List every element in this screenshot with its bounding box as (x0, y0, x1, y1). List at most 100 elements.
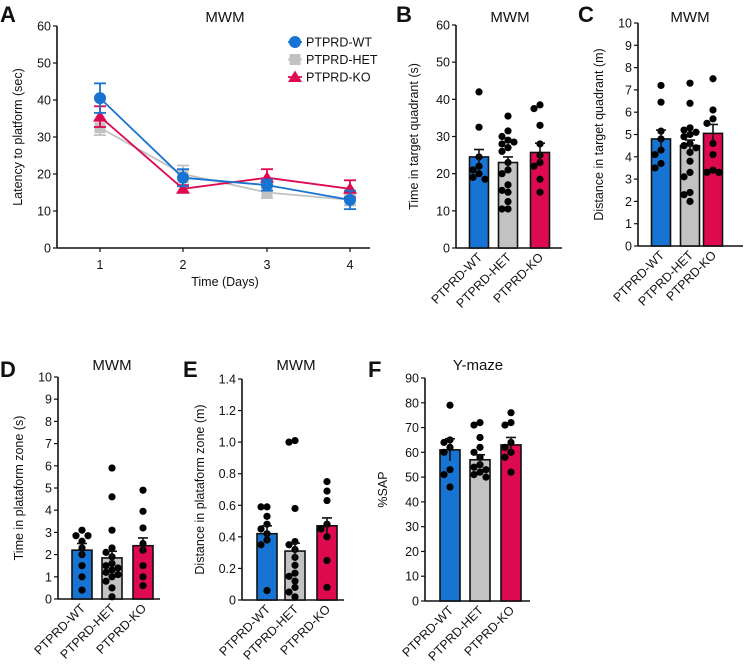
y-axis-label: Distance in target quadrant (m) (592, 48, 606, 220)
y-tick-label: 40 (436, 93, 450, 107)
data-point (530, 162, 538, 170)
panel-label-c: C (578, 2, 594, 27)
data-point (84, 532, 92, 540)
data-point (510, 138, 518, 146)
data-point (108, 526, 116, 534)
data-point (498, 186, 506, 194)
data-point (476, 433, 484, 442)
y-tick-label: 4 (45, 504, 52, 518)
data-point (440, 448, 448, 456)
y-tick-label: 10 (436, 204, 450, 218)
data-point (686, 157, 694, 165)
data-point (657, 81, 665, 90)
data-point (498, 147, 506, 155)
data-point (703, 168, 711, 177)
series-line-ko (99, 115, 351, 190)
data-point-wt (344, 193, 356, 206)
y-tick-label: 1.0 (219, 436, 236, 450)
y-tick-label: 10 (405, 570, 419, 584)
data-point (323, 478, 331, 486)
y-tick-label: 0 (625, 240, 632, 254)
data-point (285, 572, 293, 580)
legend-marker-wt (289, 36, 301, 48)
bar-ko (702, 132, 724, 247)
y-tick-label: 6 (45, 459, 52, 473)
data-point (686, 130, 694, 139)
x-tick-label: 1 (97, 258, 104, 272)
x-axis-label: Time (Days) (191, 275, 259, 289)
y-tick-label: 2 (45, 548, 52, 562)
data-point (504, 205, 512, 213)
y-tick-label: 7 (45, 437, 52, 451)
panel-label-a: A (0, 2, 16, 27)
data-point (291, 583, 299, 591)
y-axis-label: Time in target quadrant (s) (407, 63, 421, 210)
y-tick-label: 50 (436, 56, 450, 70)
y-tick-label: 10 (37, 205, 51, 219)
data-point (709, 106, 717, 114)
data-point (263, 512, 271, 520)
data-point (476, 419, 484, 427)
data-point (680, 191, 688, 199)
data-point (536, 175, 544, 183)
data-point (686, 197, 694, 205)
data-point (504, 197, 512, 206)
data-point (291, 436, 299, 445)
y-tick-label: 50 (37, 57, 51, 71)
data-point (291, 593, 299, 601)
data-point (446, 483, 454, 491)
data-point (285, 541, 293, 549)
data-point (482, 466, 490, 474)
panel-label-e: E (183, 357, 198, 382)
y-tick-label: 20 (405, 545, 419, 559)
data-point (470, 463, 478, 471)
y-tick-label: 8 (45, 415, 52, 429)
data-point (501, 453, 509, 461)
legend-marker-het (289, 54, 301, 65)
series-line-wt (99, 97, 351, 201)
data-point (469, 166, 477, 174)
data-point-het (261, 187, 273, 198)
data-point (108, 584, 116, 592)
data-point (470, 421, 478, 429)
data-point (469, 173, 477, 181)
data-point (139, 562, 147, 570)
legend-label: PTPRD-HET (306, 53, 378, 67)
y-tick-label: 0.2 (219, 562, 236, 576)
data-point (102, 548, 110, 556)
data-point (78, 586, 86, 594)
data-point (102, 568, 110, 576)
series-line-het (99, 126, 351, 201)
data-point (475, 170, 483, 178)
y-tick-label: 30 (436, 130, 450, 144)
data-point (263, 586, 271, 595)
y-tick-label: 9 (625, 39, 632, 53)
data-point (680, 133, 688, 141)
y-tick-label: 0.6 (219, 499, 236, 513)
data-point (686, 188, 694, 197)
y-tick-label: 1.4 (219, 373, 236, 387)
data-point (257, 503, 265, 511)
data-point (139, 573, 147, 581)
data-point (470, 471, 478, 479)
y-tick-label: 60 (436, 19, 450, 33)
y-tick-label: 2 (625, 195, 632, 209)
data-point (692, 144, 700, 152)
data-point (139, 507, 147, 515)
data-point (507, 468, 515, 476)
data-point (536, 188, 544, 196)
y-tick-label: 90 (405, 372, 419, 386)
legend-marker-ko (288, 70, 302, 82)
data-point (323, 583, 331, 591)
data-point (715, 168, 723, 177)
y-tick-label: 1 (625, 217, 632, 231)
y-tick-label: 7 (625, 83, 632, 97)
data-point (536, 121, 544, 129)
panel-title: MWM (670, 9, 709, 26)
y-tick-label: 0 (44, 242, 51, 256)
data-point (651, 150, 659, 159)
data-point (476, 443, 484, 451)
data-point (114, 570, 122, 579)
y-tick-label: 10 (618, 17, 632, 31)
